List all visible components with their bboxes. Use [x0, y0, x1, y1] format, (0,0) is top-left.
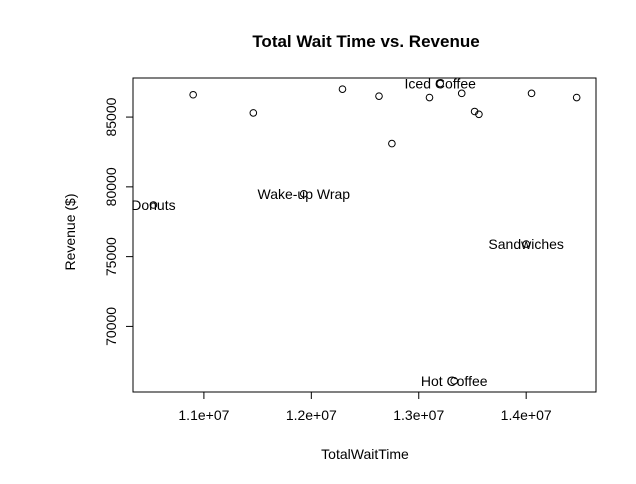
data-point [572, 93, 581, 102]
y-axis: 70000 75000 80000 85000 [103, 97, 133, 346]
y-tick-label: 75000 [103, 237, 119, 276]
point-annotation: Hot Coffee [421, 373, 488, 389]
data-point [149, 201, 158, 209]
data-point [450, 377, 458, 385]
point-annotation: Sandwiches [488, 236, 564, 252]
x-tick-label: 1.2e+07 [286, 407, 337, 423]
plot-frame [132, 77, 597, 393]
point-annotation: Wake-up Wrap [258, 186, 351, 202]
data-point [338, 85, 347, 93]
point-annotations: Iced Coffee Donuts Wake-up Wrap Sandwiches H… [131, 76, 564, 389]
x-axis: 1.1e+07 1.2e+07 1.3e+07 1.4e+07 [178, 392, 552, 423]
data-point [527, 89, 536, 98]
y-axis-label: Revenue ($) [62, 193, 78, 270]
data-point [522, 240, 530, 248]
x-axis-label: TotalWaitTime [321, 446, 409, 462]
x-tick-label: 1.3e+07 [393, 407, 444, 423]
data-point [189, 90, 197, 99]
data-point [249, 109, 258, 117]
chart-title: Total Wait Time vs. Revenue [252, 32, 479, 51]
x-tick-label: 1.4e+07 [501, 407, 552, 423]
point-annotation: Donuts [131, 197, 175, 213]
data-point [300, 190, 308, 198]
data-point [457, 89, 466, 98]
data-point [375, 92, 383, 100]
data-point [475, 110, 483, 119]
y-tick-label: 80000 [103, 167, 119, 206]
y-tick-label: 70000 [103, 307, 119, 346]
point-annotation: Iced Coffee [405, 76, 477, 92]
data-points [149, 79, 581, 385]
data-point [436, 79, 445, 88]
x-tick-label: 1.1e+07 [178, 407, 229, 423]
y-tick-label: 85000 [103, 97, 119, 136]
data-point [388, 139, 396, 148]
data-point [425, 93, 434, 102]
